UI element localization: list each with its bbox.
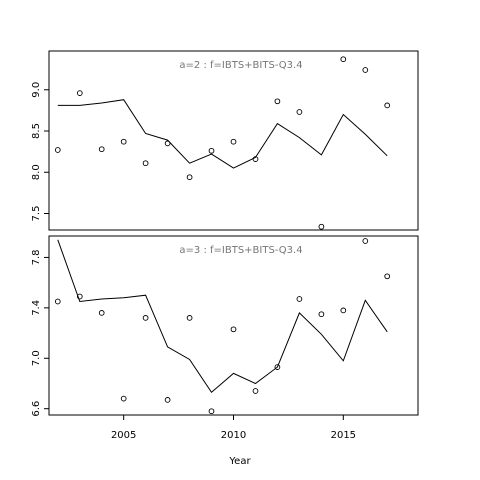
observed-point (362, 238, 369, 244)
x-tick-label: 2015 (331, 430, 356, 441)
y-tick-label: 7.4 (31, 300, 42, 316)
observed-point (142, 160, 149, 167)
observed-point (274, 364, 281, 370)
observed-point (296, 109, 303, 115)
observed-point (318, 311, 325, 318)
y-tick-label: 8.0 (31, 164, 42, 180)
panel-1: 7.5 8.0 8.5 9.0 a=2 : f=IBTS+BITS-Q3.4 (31, 50, 419, 231)
observed-point (230, 138, 237, 145)
observed-point (98, 310, 105, 316)
fitted-line (57, 239, 388, 394)
observed-point (340, 307, 347, 314)
y-tick-label: 7.5 (31, 206, 42, 222)
panel-title: a=2 : f=IBTS+BITS-Q3.4 (179, 60, 302, 71)
y-tick-label: 7.8 (31, 249, 42, 265)
observed-point (318, 223, 325, 230)
observed-point (274, 98, 281, 105)
observed-point (384, 273, 391, 280)
observed-point (340, 56, 347, 63)
observed-point (186, 174, 193, 181)
observed-point (384, 102, 391, 109)
observed-point (54, 147, 61, 153)
y-tick-label: 9.0 (31, 82, 42, 98)
observed-point (208, 147, 215, 154)
y-tick-label: 6.6 (31, 401, 42, 417)
observed-point (230, 326, 237, 333)
y-tick-label: 7.0 (31, 350, 42, 366)
observed-point (252, 156, 259, 162)
x-tick-label: 2005 (111, 430, 136, 441)
observed-point (54, 298, 61, 305)
observed-point (98, 146, 105, 153)
y-tick-label: 8.5 (31, 123, 42, 139)
observed-point (120, 138, 127, 145)
observed-point (120, 395, 127, 402)
fitted-line (57, 99, 388, 169)
x-axis-title: Year (228, 456, 251, 467)
observed-point (164, 397, 171, 403)
observed-point (208, 408, 215, 415)
x-axis: 2005 2010 2015 (111, 415, 356, 441)
x-tick-label: 2010 (221, 430, 246, 441)
observed-point (76, 293, 83, 300)
observed-point (252, 388, 259, 394)
observed-point (76, 90, 83, 96)
panel-frame (48, 50, 419, 231)
panel-title: a=3 : f=IBTS+BITS-Q3.4 (179, 245, 302, 256)
observed-point (164, 140, 171, 147)
observed-point (362, 67, 369, 73)
observed-point (296, 296, 303, 302)
observed-point (142, 315, 149, 321)
observed-point (186, 315, 193, 321)
